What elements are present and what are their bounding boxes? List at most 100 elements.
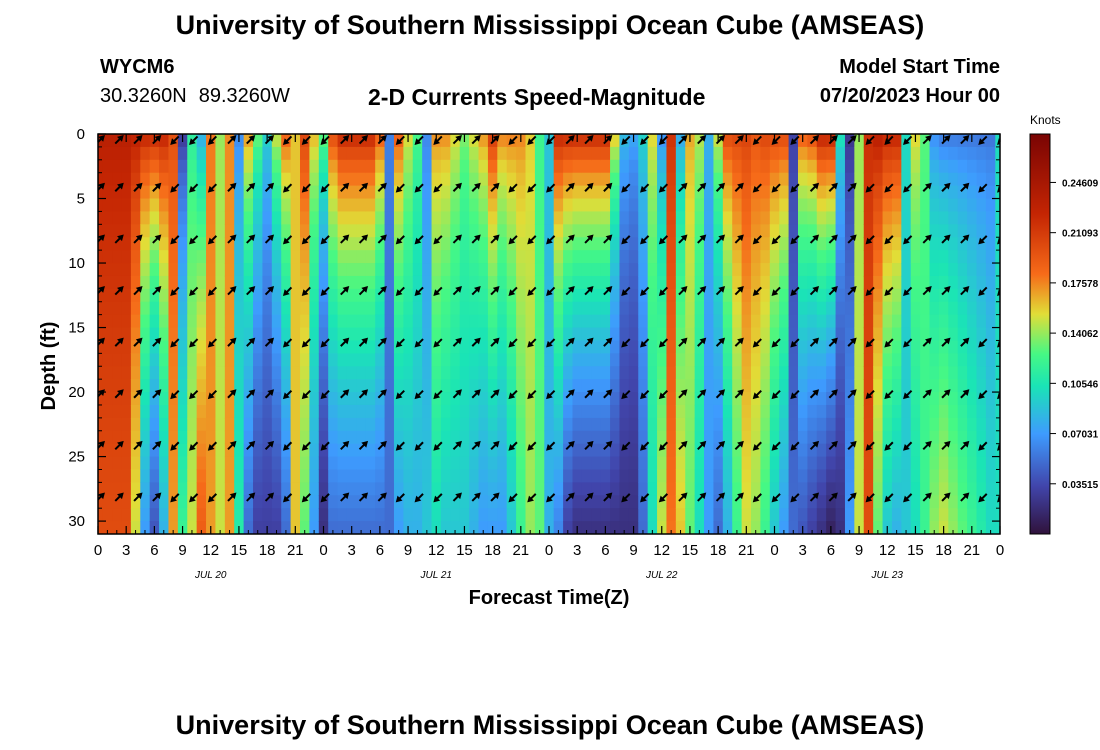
heat-cell: [253, 275, 264, 290]
heat-cell: [393, 275, 404, 290]
heat-cell: [440, 469, 451, 483]
heat-cell: [628, 379, 639, 393]
heat-cell: [760, 263, 771, 277]
arrow-head: [282, 289, 290, 296]
heat-cell: [281, 185, 292, 200]
heat-cell: [788, 314, 799, 329]
current-direction-arrow: [658, 493, 669, 503]
heat-cell: [112, 430, 123, 445]
heat-cell: [563, 456, 574, 471]
heat-cell: [563, 159, 574, 174]
heat-cell: [450, 211, 461, 225]
heat-cell: [177, 327, 188, 342]
arrow-head: [98, 135, 105, 142]
arrow-head: [527, 237, 534, 245]
heat-cell: [487, 392, 498, 406]
heat-cell: [873, 456, 884, 471]
heat-cell: [224, 379, 235, 393]
heat-cell: [234, 482, 245, 496]
heat-cell: [741, 224, 752, 238]
current-direction-arrow: [771, 441, 781, 451]
heat-cell: [854, 379, 865, 393]
heat-cell: [224, 172, 235, 187]
heat-cell: [704, 327, 715, 342]
heat-cell: [873, 198, 884, 213]
heat-cell: [835, 482, 846, 496]
heat-cell: [337, 146, 348, 161]
heat-cell: [910, 172, 921, 187]
heat-cell: [384, 327, 395, 342]
heat-cell: [422, 508, 433, 522]
heat-cell: [544, 495, 555, 509]
heat-cell: [544, 404, 555, 419]
arrow-head: [925, 337, 932, 345]
heat-cell: [290, 392, 301, 406]
arrow-head: [865, 185, 873, 193]
heat-cell: [224, 366, 235, 380]
heat-cell: [403, 250, 414, 264]
arrow-head: [117, 337, 124, 345]
heat-cell: [224, 327, 235, 342]
heat-cell: [844, 146, 855, 161]
heat-cell: [788, 146, 799, 161]
heat-cell: [675, 250, 686, 264]
heat-cell: [891, 288, 902, 303]
heat-cell: [657, 172, 668, 187]
heat-cell: [98, 185, 104, 200]
arrow-head: [771, 185, 779, 193]
heat-cell: [694, 314, 705, 329]
x-tick-label: 3: [348, 542, 356, 559]
current-direction-arrow: [865, 441, 875, 451]
heat-cell: [882, 327, 893, 342]
heat-cell: [516, 508, 527, 522]
current-direction-arrow: [603, 286, 613, 296]
current-direction-arrow: [264, 135, 275, 145]
heat-cell: [422, 404, 433, 419]
heat-cell: [271, 379, 282, 393]
heat-cell: [469, 366, 480, 380]
heat-cell: [948, 353, 959, 367]
heat-cell: [995, 456, 1000, 471]
heat-cell: [685, 340, 696, 354]
current-direction-arrow: [809, 389, 820, 399]
heat-cell: [187, 198, 198, 213]
arrow-head: [737, 234, 744, 242]
heat-cell: [478, 521, 489, 534]
heat-cell: [873, 301, 884, 316]
heat-cell: [196, 224, 207, 238]
heat-cell: [581, 456, 592, 471]
heat-cell: [929, 237, 940, 251]
heat-cell: [224, 275, 235, 290]
heat-cell: [873, 146, 884, 161]
current-direction-arrow: [640, 183, 650, 193]
heat-cell: [412, 379, 423, 393]
current-direction-arrow: [752, 389, 762, 400]
heat-cell: [873, 392, 884, 406]
heat-cell: [300, 198, 311, 213]
heat-cell: [826, 456, 837, 471]
heat-cell: [628, 159, 639, 174]
heat-cell: [976, 146, 987, 161]
heat-cell: [112, 301, 123, 316]
arrow-head: [98, 440, 105, 448]
heat-cell: [581, 288, 592, 303]
heat-cell: [130, 250, 141, 264]
heat-cell: [525, 392, 536, 406]
heat-cell: [788, 211, 799, 225]
current-direction-arrow: [340, 337, 350, 347]
heat-cell: [234, 417, 245, 432]
heat-cell: [826, 146, 837, 161]
heat-cell: [685, 456, 696, 471]
heat-cell: [525, 508, 536, 522]
heat-cell: [215, 353, 226, 367]
heat-cell: [948, 198, 959, 213]
heat-cell: [130, 366, 141, 380]
heat-cell: [534, 275, 545, 290]
heat-cell: [948, 379, 959, 393]
heat-cell: [516, 211, 527, 225]
heat-cell: [797, 430, 808, 445]
heat-cell: [337, 340, 348, 354]
arrow-head: [492, 337, 500, 345]
heat-cell: [130, 456, 141, 471]
current-direction-arrow: [377, 389, 387, 399]
